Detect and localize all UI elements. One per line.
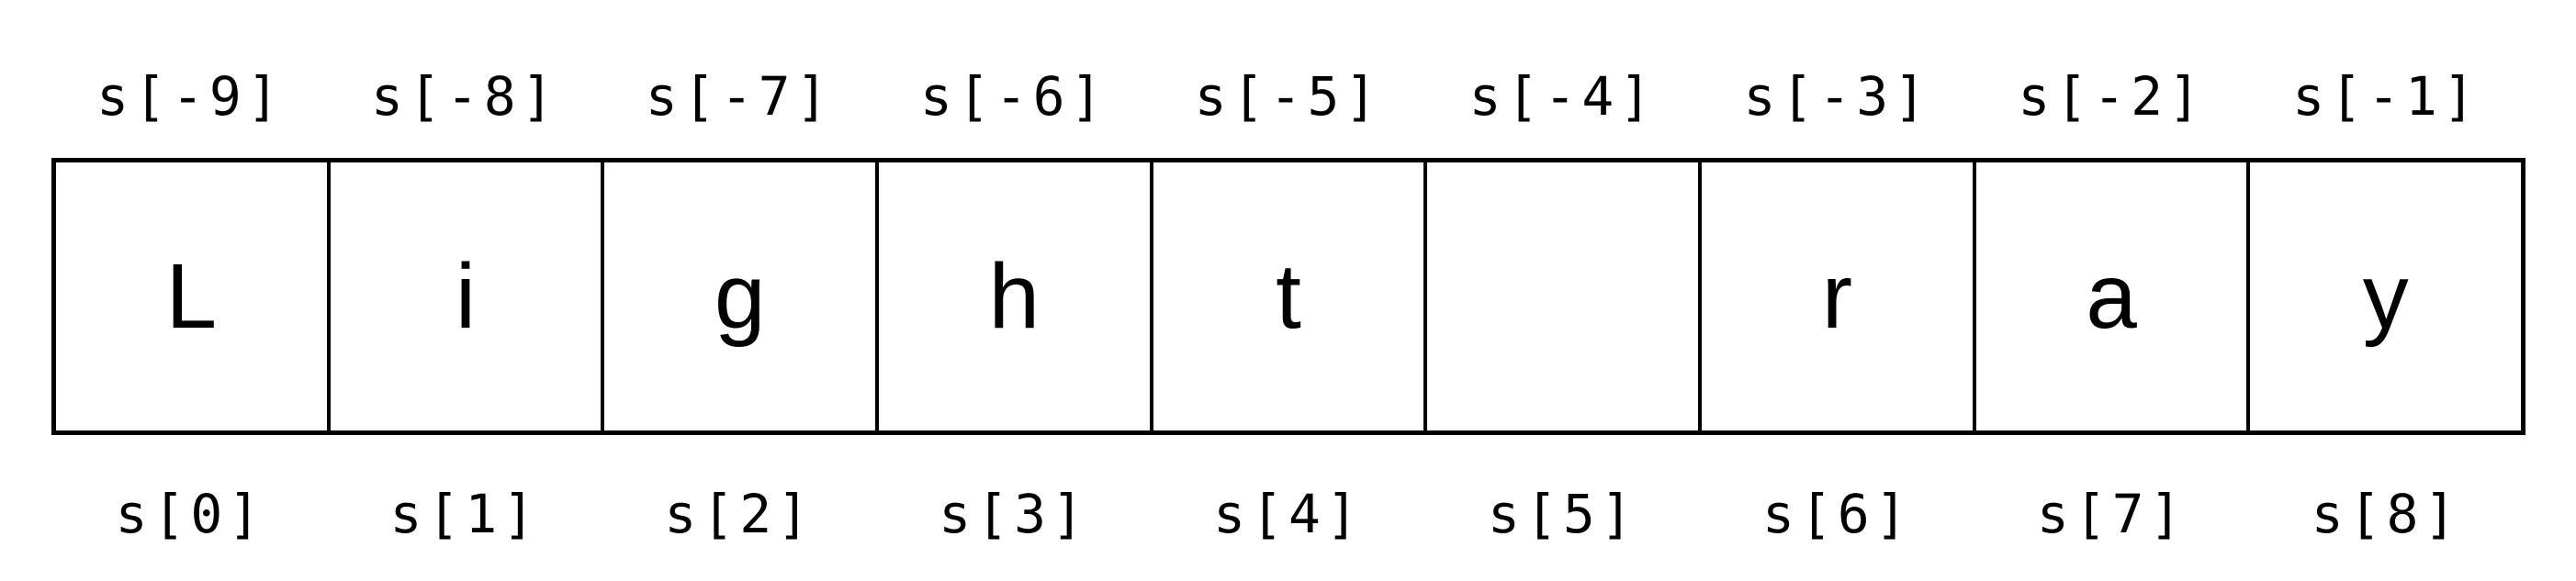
positive-index-label: s[6]	[1761, 483, 1913, 545]
character-cell: t	[1149, 162, 1424, 430]
positive-index-label: s[1]	[389, 483, 541, 545]
character-cell: a	[1972, 162, 2247, 430]
character-cell: h	[875, 162, 1150, 430]
negative-index-label: s[-6]	[919, 65, 1108, 128]
positive-index-label: s[4]	[1213, 483, 1364, 545]
positive-index-row: s[0] s[1] s[2] s[3] s[4] s[5] s[6] s[7] …	[53, 473, 2524, 555]
negative-index-label: s[-3]	[1743, 65, 1932, 128]
character-cell: g	[601, 162, 875, 430]
character-cells: L i g h t r a y	[51, 158, 2525, 435]
negative-index-label: s[-8]	[371, 65, 559, 128]
negative-index-label: s[-5]	[1194, 65, 1383, 128]
negative-index-label: s[-9]	[96, 65, 285, 128]
character-cell: L	[165, 245, 218, 348]
character-cell: y	[2246, 162, 2521, 430]
positive-index-label: s[0]	[115, 483, 266, 545]
character-cell: r	[1698, 162, 1973, 430]
negative-index-label: s[-1]	[2292, 65, 2480, 128]
positive-index-label: s[7]	[2036, 483, 2188, 545]
positive-index-label: s[2]	[664, 483, 816, 545]
positive-index-label: s[8]	[2311, 483, 2462, 545]
negative-index-label: s[-4]	[1468, 65, 1658, 128]
positive-index-label: s[3]	[939, 483, 1089, 545]
character-cell-space	[1423, 162, 1698, 430]
positive-index-label: s[5]	[1488, 483, 1638, 545]
character-cell: i	[326, 162, 602, 430]
negative-index-label: s[-2]	[2018, 65, 2206, 128]
negative-index-label: s[-7]	[645, 65, 834, 128]
negative-index-row: s[-9] s[-8] s[-7] s[-6] s[-5] s[-4] s[-3…	[53, 55, 2524, 138]
